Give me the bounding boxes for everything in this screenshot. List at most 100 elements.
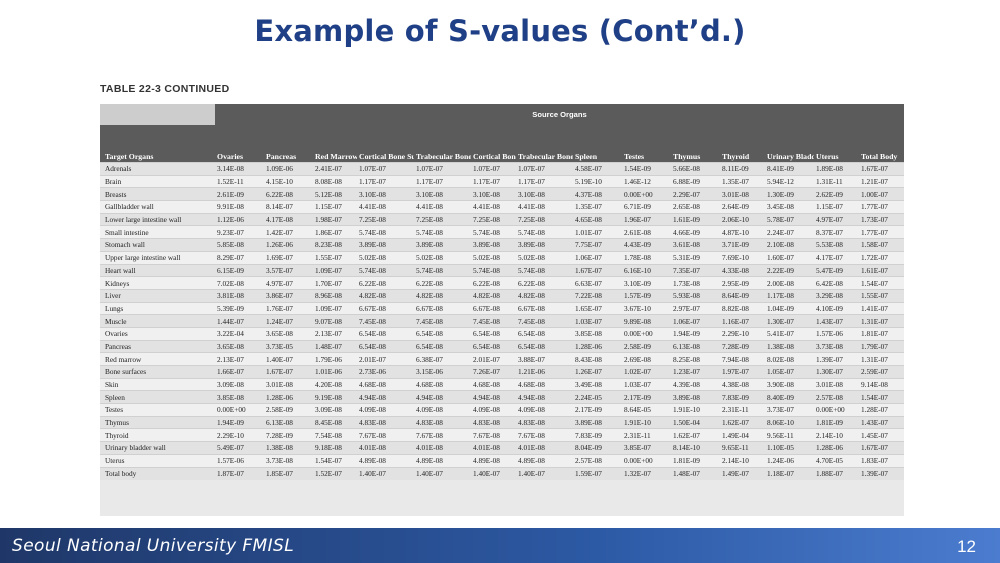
- table-cell: 8.96E-08: [313, 288, 357, 303]
- table-cell: 5.66E-08: [671, 162, 720, 176]
- table-cell: 0.00E+00: [215, 403, 264, 417]
- table-cell: 7.45E-08: [357, 314, 414, 328]
- table-cell: 4.09E-08: [414, 403, 471, 417]
- table-cell: 1.40E-07: [471, 466, 516, 480]
- table-cell: 2.00E-08: [765, 276, 814, 290]
- table-cell: 6.13E-08: [264, 415, 313, 429]
- table-cell: 4.89E-08: [414, 453, 471, 467]
- table-cell: 2.95E-09: [720, 276, 765, 290]
- table-cell: 8.45E-08: [313, 415, 357, 429]
- target-organ-cell: Spleen: [100, 390, 215, 404]
- table-cell: 9.56E-11: [765, 428, 814, 442]
- table-cell: 1.88E-07: [814, 466, 859, 480]
- table-row: Adrenals 3.14E-08 1.09E-06 2.41E-07 1.07E-07…: [100, 162, 905, 176]
- table-cell: 2.65E-08: [671, 200, 720, 214]
- table-cell: 6.54E-08: [414, 326, 471, 341]
- target-organ-cell: Thymus: [100, 415, 215, 429]
- table-cell: 2.61E-08: [622, 225, 671, 239]
- table-row: Liver 3.81E-08 3.86E-07 8.96E-08 4.82E-08 4.8…: [100, 288, 905, 303]
- table-cell: 6.22E-08: [516, 276, 573, 290]
- table-row: Stomach wall 5.85E-08 1.26E-06 8.23E-08 3.89…: [100, 238, 905, 252]
- table-cell: 1.54E-07: [313, 453, 357, 467]
- table-cell: 8.64E-05: [622, 403, 671, 417]
- table-cell: 2.31E-11: [622, 428, 671, 442]
- table-row: Lower large intestine wall 1.12E-06 4.17E-…: [100, 212, 905, 226]
- table-cell: 2.57E-08: [573, 453, 622, 467]
- table-cell: 4.68E-08: [516, 377, 573, 391]
- table-cell: 7.28E-09: [720, 339, 765, 353]
- table-cell: 4.97E-07: [814, 212, 859, 226]
- source-organs-header: Source Organs: [215, 104, 905, 125]
- table-cell: 4.94E-08: [471, 390, 516, 404]
- table-cell: 1.38E-08: [765, 339, 814, 353]
- table-cell: 3.73E-07: [765, 403, 814, 417]
- table-cell: 1.17E-07: [414, 174, 471, 188]
- table-cell: 6.88E-09: [671, 174, 720, 188]
- table-row: Skin 3.09E-08 3.01E-08 4.20E-08 4.68E-08 4.68…: [100, 377, 905, 391]
- target-organ-cell: Testes: [100, 403, 215, 417]
- table-cell: 9.23E-07: [215, 225, 264, 239]
- table-cell: 2.59E-07: [859, 365, 905, 379]
- table-cell: 1.97E-07: [720, 365, 765, 379]
- table-cell: 3.61E-08: [671, 238, 720, 252]
- table-cell: 3.89E-08: [357, 238, 414, 252]
- table-row: Thyroid 2.29E-10 7.28E-09 7.54E-08 7.67E-08 7…: [100, 428, 905, 442]
- table-cell: 7.28E-09: [264, 428, 313, 442]
- table-cell: 4.82E-08: [357, 288, 414, 303]
- table-cell: 4.41E-08: [414, 200, 471, 214]
- target-organ-cell: Urinary bladder wall: [100, 441, 215, 455]
- table-cell: 9.65E-11: [720, 441, 765, 455]
- column-header: Thymus: [671, 125, 720, 163]
- table-cell: 2.73E-06: [357, 365, 414, 379]
- table-cell: 6.13E-08: [671, 339, 720, 353]
- table-cell: 7.67E-08: [471, 428, 516, 442]
- column-header: Thyroid: [720, 125, 765, 163]
- table-cell: 1.52E-11: [215, 174, 264, 188]
- table-cell: 3.85E-07: [622, 441, 671, 455]
- table-row: Spleen 3.85E-08 1.28E-06 9.19E-08 4.94E-08 4.…: [100, 390, 905, 404]
- table-row: Lungs 5.39E-09 1.76E-07 1.09E-07 6.67E-08 6.6…: [100, 301, 905, 315]
- table-cell: 1.30E-07: [765, 314, 814, 328]
- table-cell: 6.54E-08: [357, 326, 414, 341]
- table-cell: 1.77E-07: [859, 200, 905, 214]
- column-header: Trabecular Bone Volume: [516, 125, 573, 163]
- table-cell: 1.55E-07: [313, 250, 357, 264]
- table-cell: 1.03E-07: [622, 377, 671, 391]
- table-cell: 1.03E-07: [573, 314, 622, 328]
- table-cell: 5.47E-09: [814, 263, 859, 277]
- table-cell: 7.22E-08: [573, 288, 622, 303]
- table-cell: 1.09E-07: [313, 263, 357, 277]
- table-cell: 3.86E-07: [264, 288, 313, 303]
- table-cell: 6.22E-08: [414, 276, 471, 290]
- table-cell: 1.26E-06: [264, 238, 313, 252]
- table-cell: 1.17E-07: [471, 174, 516, 188]
- table-cell: 3.10E-08: [414, 187, 471, 201]
- table-cell: 8.37E-07: [814, 225, 859, 239]
- table-cell: 6.54E-08: [471, 339, 516, 353]
- table-cell: 5.74E-08: [516, 263, 573, 277]
- target-organ-cell: Uterus: [100, 453, 215, 467]
- table-cell: 3.67E-10: [622, 301, 671, 315]
- table-cell: 4.17E-08: [264, 212, 313, 226]
- target-organ-cell: Kidneys: [100, 276, 215, 290]
- table-cell: 5.78E-07: [765, 212, 814, 226]
- table-cell: 1.01E-06: [313, 365, 357, 379]
- table-cell: 1.31E-11: [814, 174, 859, 188]
- table-cell: 6.22E-08: [471, 276, 516, 290]
- table-cell: 6.54E-08: [414, 339, 471, 353]
- table-cell: 4.20E-08: [313, 377, 357, 391]
- table-cell: 4.70E-05: [814, 453, 859, 467]
- table-cell: 5.74E-08: [357, 225, 414, 239]
- table-cell: 1.54E-07: [859, 276, 905, 290]
- table-cell: 1.96E-07: [622, 212, 671, 226]
- table-cell: 1.66E-07: [215, 365, 264, 379]
- target-organ-cell: Pancreas: [100, 339, 215, 353]
- table-cell: 3.85E-08: [573, 326, 622, 341]
- column-header: Cortical Bone Surfaces: [357, 125, 414, 163]
- table-cell: 5.94E-12: [765, 174, 814, 188]
- table-cell: 4.37E-08: [573, 187, 622, 201]
- table-cell: 1.89E-08: [814, 162, 859, 176]
- table-cell: 1.52E-07: [313, 466, 357, 480]
- target-organ-cell: Stomach wall: [100, 238, 215, 252]
- table-cell: 6.16E-10: [622, 263, 671, 277]
